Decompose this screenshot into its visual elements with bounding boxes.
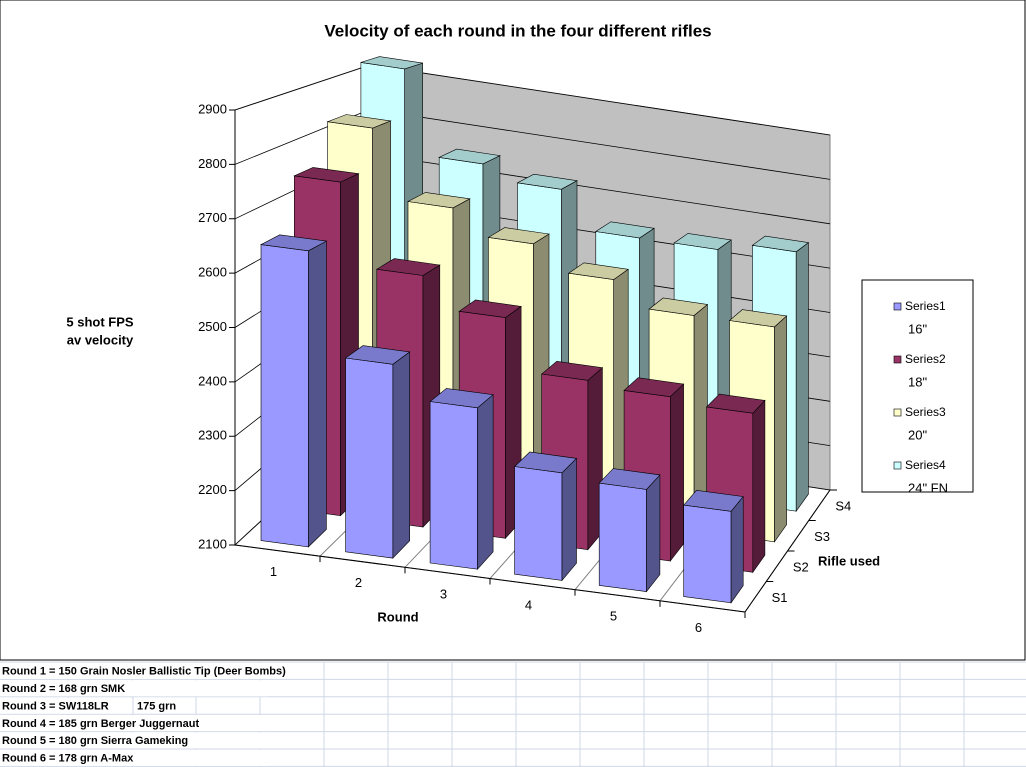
sheet-cell-bg — [0, 715, 268, 732]
legend-swatch — [893, 302, 902, 311]
legend-sublabel: 24" FN — [908, 480, 948, 495]
legend-sublabel: 20" — [908, 427, 927, 442]
legend-sublabel: 16" — [908, 321, 927, 336]
bar-front — [345, 357, 394, 559]
x-tick-label: 5 — [610, 609, 617, 624]
bar-top — [567, 262, 629, 280]
legend-label: Series3 — [905, 405, 946, 419]
sheet-cell: Round 4 = 185 grn Berger Juggernaut — [2, 718, 199, 730]
legend-swatch — [893, 408, 902, 417]
bar-top — [375, 258, 441, 276]
bar — [429, 388, 494, 570]
sheet-cell-bg — [0, 750, 268, 766]
x-tick-label: 3 — [440, 586, 447, 601]
x-tick-label: 2 — [355, 575, 362, 590]
bar-top — [705, 393, 766, 414]
y-tick-label: 2600 — [198, 265, 227, 280]
bar-top — [438, 148, 501, 165]
z-axis-label: Rifle used — [818, 553, 880, 568]
bar-side — [795, 241, 809, 513]
bar-top — [623, 377, 685, 398]
bar-top — [458, 299, 522, 318]
bar-top — [683, 489, 744, 512]
y-tick-label: 2800 — [198, 156, 227, 171]
y-tick-label: 2400 — [198, 373, 227, 388]
y-tick-label: 2200 — [198, 482, 227, 497]
bar-top — [344, 345, 411, 365]
bar-front — [429, 401, 478, 570]
bar — [705, 393, 766, 574]
y-tick-label: 2500 — [198, 319, 227, 334]
sheet-cell: Round 1 = 150 Grain Nosler Ballistic Tip… — [2, 666, 286, 678]
bar-top — [513, 451, 578, 474]
bar — [344, 345, 411, 559]
bar-side — [477, 394, 494, 570]
legend-label: Series4 — [905, 458, 946, 472]
z-tick-label: S3 — [814, 529, 830, 544]
bar-front — [683, 504, 732, 604]
bar-side — [669, 383, 684, 562]
bar-side — [646, 474, 661, 593]
legend-swatch — [893, 355, 902, 364]
bar-top — [598, 468, 661, 490]
bar-top — [487, 227, 550, 245]
bar-top — [293, 167, 360, 183]
bar — [260, 234, 328, 548]
bar-top — [326, 114, 392, 129]
y-tick-label: 2100 — [198, 536, 227, 551]
y-axis-label: 5 shot FPS — [66, 314, 134, 329]
bar-side — [752, 399, 766, 574]
bar-side — [774, 315, 787, 543]
bar-top — [516, 173, 578, 190]
y-tick-label: 2900 — [198, 101, 227, 116]
bar — [598, 468, 661, 593]
bar — [513, 451, 578, 582]
sheet-cell-bg — [0, 732, 268, 749]
legend-swatch — [893, 461, 902, 470]
y-tick-label: 2300 — [198, 428, 227, 443]
legend — [861, 279, 974, 493]
bar-front — [514, 466, 563, 581]
bar-side — [392, 351, 411, 559]
bar-top — [540, 360, 604, 381]
chart-title: Velocity of each round in the four diffe… — [324, 21, 711, 40]
sheet-cell-bg — [0, 697, 133, 714]
bar-top — [673, 233, 732, 250]
x-tick-label: 6 — [695, 620, 702, 635]
sheet-cell: Round 5 = 180 grn Sierra Gameking — [2, 735, 188, 747]
z-tick-label: S4 — [835, 499, 851, 514]
bar-top — [594, 221, 655, 239]
sheet-cell: Round 3 = SW118LR — [2, 700, 109, 712]
y-axis-label: av velocity — [67, 332, 134, 347]
bar-top — [360, 56, 423, 70]
legend-label: Series1 — [905, 299, 946, 313]
y-tick-label: 2700 — [198, 210, 227, 225]
bar-top — [751, 235, 810, 253]
sheet-cell: Round 6 = 178 grn A-Max — [2, 753, 134, 765]
bar-top — [407, 192, 471, 209]
x-axis-label: Round — [377, 609, 418, 624]
legend-sublabel: 18" — [908, 374, 927, 389]
x-tick-label: 1 — [270, 564, 277, 579]
bar-front — [260, 244, 309, 548]
sheet-cell-bg — [0, 663, 268, 679]
sheet-cell-bg — [0, 680, 268, 697]
bar-front — [598, 482, 647, 592]
bar-side — [308, 240, 327, 548]
z-tick-label: S1 — [772, 590, 788, 605]
z-tick-label: S2 — [793, 560, 809, 575]
bar-top — [260, 234, 328, 252]
bar-top — [648, 297, 709, 316]
bar-side — [561, 457, 577, 582]
bar — [683, 489, 744, 604]
sheet-cell: 175 grn — [137, 700, 176, 712]
bar-side — [730, 495, 744, 604]
bar-top — [429, 388, 494, 409]
x-tick-label: 4 — [525, 598, 532, 613]
legend-label: Series2 — [905, 352, 946, 366]
sheet-cell: Round 2 = 168 grn SMK — [2, 683, 125, 695]
bar-top — [728, 309, 788, 328]
